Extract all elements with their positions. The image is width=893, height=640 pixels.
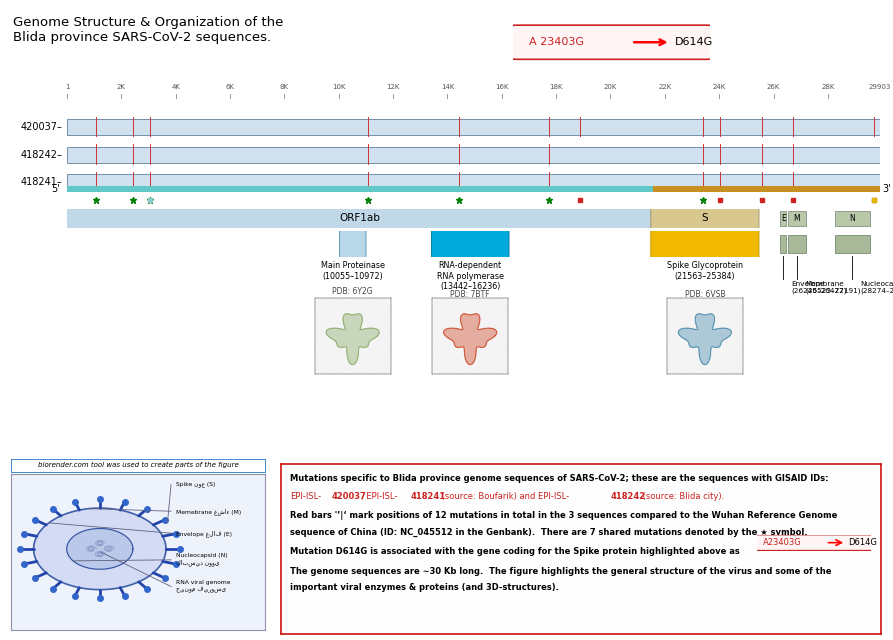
Text: D614G: D614G bbox=[674, 37, 713, 47]
Text: The genome sequences are ∼30 Kb long.  The figure highlights the general structu: The genome sequences are ∼30 Kb long. Th… bbox=[290, 567, 831, 576]
Bar bbox=[835, 235, 870, 253]
FancyBboxPatch shape bbox=[651, 0, 759, 640]
Text: , EPI-ISL-: , EPI-ISL- bbox=[361, 492, 396, 500]
Text: E: E bbox=[780, 214, 786, 223]
Text: Mutation D614G is associated with the gene coding for the Spike protein highligh: Mutation D614G is associated with the ge… bbox=[290, 547, 740, 556]
Text: 14K: 14K bbox=[441, 84, 455, 90]
Text: PDB: 6Y2G: PDB: 6Y2G bbox=[332, 287, 373, 296]
Text: RNA-dependent
RNA polymerase
(13442–16236): RNA-dependent RNA polymerase (13442–1623… bbox=[437, 261, 504, 291]
Text: (source: Blida city).: (source: Blida city). bbox=[639, 492, 724, 500]
Text: 8K: 8K bbox=[280, 84, 288, 90]
Text: Genome Structure & Organization of the
Blida province SARS-CoV-2 sequences.: Genome Structure & Organization of the B… bbox=[13, 16, 284, 44]
Text: 420037–: 420037– bbox=[21, 122, 63, 132]
Text: 2K: 2K bbox=[117, 84, 126, 90]
Text: 1: 1 bbox=[65, 84, 70, 90]
Text: Nucleocapsid
(28274–29533): Nucleocapsid (28274–29533) bbox=[861, 281, 893, 294]
Text: 418242–: 418242– bbox=[21, 150, 63, 160]
Text: Spike Glycoprotein
(21563–25384): Spike Glycoprotein (21563–25384) bbox=[667, 261, 743, 281]
Polygon shape bbox=[678, 314, 731, 365]
Bar bbox=[67, 186, 653, 192]
Text: 418241–: 418241– bbox=[21, 177, 63, 188]
Text: Spike نوع (S): Spike نوع (S) bbox=[176, 482, 215, 488]
FancyBboxPatch shape bbox=[431, 0, 509, 640]
Text: 5': 5' bbox=[51, 184, 60, 194]
Text: EPI-ISL-: EPI-ISL- bbox=[290, 492, 321, 500]
Text: 418242: 418242 bbox=[610, 492, 646, 500]
Text: S: S bbox=[702, 213, 708, 223]
Text: 29903: 29903 bbox=[868, 84, 891, 90]
Polygon shape bbox=[444, 314, 497, 365]
Text: D614G: D614G bbox=[848, 538, 877, 547]
Text: biorender.com tool was used to create parts of the figure: biorender.com tool was used to create pa… bbox=[38, 462, 238, 468]
FancyBboxPatch shape bbox=[651, 0, 759, 640]
Text: Mutations specific to Blida province genome sequences of SARS-CoV-2; these are t: Mutations specific to Blida province gen… bbox=[290, 474, 829, 483]
Text: Envelope غلاف (E): Envelope غلاف (E) bbox=[176, 530, 232, 536]
Text: Memebrane غشاء (M): Memebrane غشاء (M) bbox=[176, 508, 241, 515]
Text: 26K: 26K bbox=[767, 84, 780, 90]
Text: 18K: 18K bbox=[549, 84, 563, 90]
Bar bbox=[835, 211, 870, 226]
FancyBboxPatch shape bbox=[755, 535, 873, 550]
Text: 10K: 10K bbox=[332, 84, 346, 90]
Bar bbox=[780, 235, 787, 253]
Polygon shape bbox=[34, 508, 166, 589]
Text: Envelope
(26245–26472): Envelope (26245–26472) bbox=[791, 281, 847, 294]
Bar bbox=[788, 235, 805, 253]
Text: (source: Boufarik) and EPI-ISL-: (source: Boufarik) and EPI-ISL- bbox=[439, 492, 569, 500]
Text: Main Proteinase
(10055–10972): Main Proteinase (10055–10972) bbox=[321, 261, 385, 281]
FancyBboxPatch shape bbox=[62, 0, 658, 640]
Text: N: N bbox=[849, 214, 855, 223]
Text: important viral enzymes & proteins (and 3D-structures).: important viral enzymes & proteins (and … bbox=[290, 584, 559, 593]
Text: M: M bbox=[794, 214, 800, 223]
Text: PDB: 6VSB: PDB: 6VSB bbox=[685, 290, 725, 299]
FancyBboxPatch shape bbox=[510, 25, 714, 60]
Text: A 23403G: A 23403G bbox=[530, 37, 584, 47]
Polygon shape bbox=[326, 314, 380, 365]
Text: 6K: 6K bbox=[226, 84, 235, 90]
Text: A23403G: A23403G bbox=[763, 538, 802, 547]
Text: sequence of China (ID: NC_045512 in the Genbank).  There are 7 shared mutations : sequence of China (ID: NC_045512 in the … bbox=[290, 528, 808, 537]
Text: 16K: 16K bbox=[495, 84, 508, 90]
Text: RNA viral genome
جينوم فيروسى: RNA viral genome جينوم فيروسى bbox=[176, 580, 230, 593]
Text: 24K: 24K bbox=[713, 84, 726, 90]
FancyBboxPatch shape bbox=[339, 0, 366, 640]
Text: 20K: 20K bbox=[604, 84, 617, 90]
Text: Red bars '’|‘ mark positions of 12 mutations in total in the 3 sequences compare: Red bars '’|‘ mark positions of 12 mutat… bbox=[290, 511, 838, 520]
Text: PDB: 7BTF: PDB: 7BTF bbox=[450, 290, 490, 299]
Text: Membrane
(26523–27191): Membrane (26523–27191) bbox=[805, 281, 861, 294]
Text: Nucleocapsid (N)
كابسيد نووى: Nucleocapsid (N) كابسيد نووى bbox=[176, 554, 228, 566]
Bar bbox=[653, 186, 880, 192]
Text: 28K: 28K bbox=[822, 84, 835, 90]
Bar bbox=[780, 211, 787, 226]
Text: 3': 3' bbox=[882, 184, 891, 194]
Text: 418241: 418241 bbox=[410, 492, 446, 500]
Text: 12K: 12K bbox=[387, 84, 400, 90]
Text: 22K: 22K bbox=[658, 84, 672, 90]
Polygon shape bbox=[67, 529, 133, 569]
Text: ORF1ab: ORF1ab bbox=[339, 213, 380, 223]
Text: 420037: 420037 bbox=[331, 492, 366, 500]
Bar bbox=[788, 211, 805, 226]
Text: 4K: 4K bbox=[171, 84, 180, 90]
